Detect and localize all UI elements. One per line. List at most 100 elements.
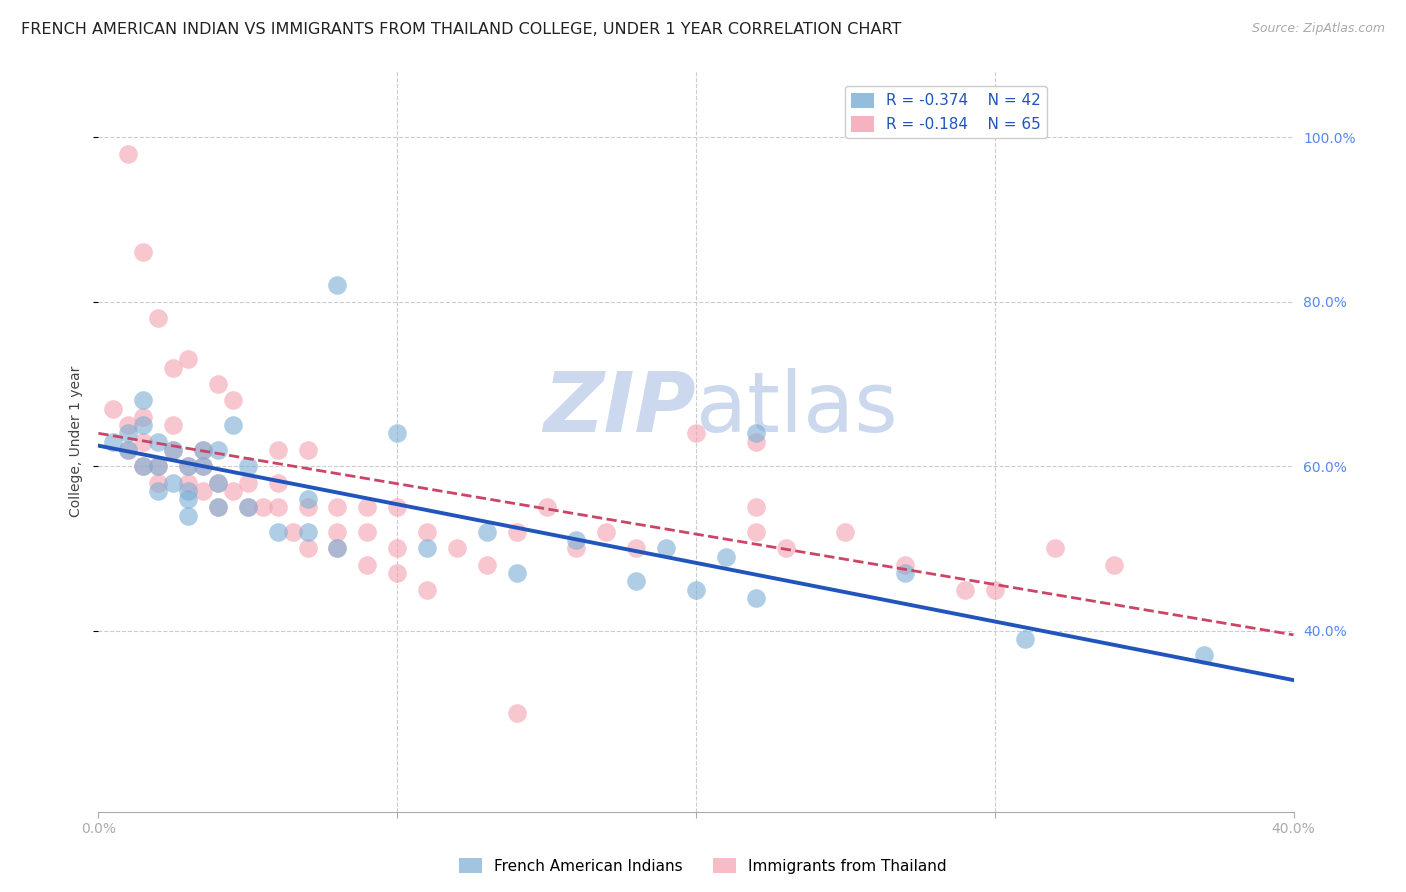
Legend: R = -0.374    N = 42, R = -0.184    N = 65: R = -0.374 N = 42, R = -0.184 N = 65: [845, 87, 1047, 138]
Point: [103, 401, 125, 416]
Point: [236, 500, 259, 515]
Point: [117, 146, 139, 161]
Point: [655, 541, 678, 556]
Point: [222, 393, 245, 408]
Point: [475, 524, 498, 539]
Point: [565, 541, 588, 556]
Point: [745, 500, 768, 515]
Point: [475, 558, 498, 572]
Point: [162, 475, 184, 490]
Point: [894, 558, 917, 572]
Point: [117, 418, 139, 433]
Point: [177, 459, 200, 474]
Point: [132, 418, 155, 433]
Point: [148, 475, 170, 490]
Point: [326, 500, 349, 515]
Point: [222, 418, 245, 433]
Point: [132, 459, 155, 474]
Point: [191, 442, 214, 457]
Point: [177, 492, 200, 507]
Point: [506, 566, 529, 581]
Point: [267, 475, 290, 490]
Point: [745, 426, 768, 441]
Point: [385, 500, 409, 515]
Point: [953, 582, 976, 597]
Point: [191, 442, 214, 457]
Point: [281, 524, 304, 539]
Point: [385, 566, 409, 581]
Point: [236, 459, 259, 474]
Point: [775, 541, 797, 556]
Point: [132, 434, 155, 449]
Text: FRENCH AMERICAN INDIAN VS IMMIGRANTS FROM THAILAND COLLEGE, UNDER 1 YEAR CORRELA: FRENCH AMERICAN INDIAN VS IMMIGRANTS FRO…: [21, 22, 901, 37]
Point: [177, 508, 200, 523]
Point: [595, 524, 617, 539]
Point: [506, 706, 529, 720]
Point: [745, 524, 768, 539]
Point: [207, 376, 229, 391]
Text: Source: ZipAtlas.com: Source: ZipAtlas.com: [1251, 22, 1385, 36]
Point: [1192, 648, 1215, 663]
Point: [834, 524, 856, 539]
Point: [191, 459, 214, 474]
Point: [117, 442, 139, 457]
Point: [385, 541, 409, 556]
Point: [626, 574, 648, 589]
Y-axis label: College, Under 1 year: College, Under 1 year: [69, 366, 83, 517]
Point: [297, 442, 319, 457]
Point: [252, 500, 274, 515]
Point: [326, 278, 349, 293]
Point: [565, 533, 588, 548]
Point: [267, 442, 290, 457]
Point: [297, 524, 319, 539]
Point: [132, 459, 155, 474]
Point: [416, 524, 439, 539]
Point: [177, 475, 200, 490]
Point: [356, 524, 378, 539]
Point: [148, 459, 170, 474]
Point: [162, 442, 184, 457]
Point: [685, 426, 707, 441]
Point: [191, 483, 214, 498]
Point: [177, 483, 200, 498]
Point: [506, 524, 529, 539]
Point: [267, 500, 290, 515]
Point: [162, 418, 184, 433]
Point: [162, 442, 184, 457]
Point: [745, 591, 768, 605]
Point: [685, 582, 707, 597]
Legend: French American Indians, Immigrants from Thailand: French American Indians, Immigrants from…: [453, 852, 953, 880]
Text: ZIP: ZIP: [543, 368, 696, 449]
Point: [385, 426, 409, 441]
Point: [177, 459, 200, 474]
Point: [297, 492, 319, 507]
Point: [1014, 632, 1036, 646]
Point: [222, 483, 245, 498]
Point: [297, 500, 319, 515]
Point: [207, 500, 229, 515]
Point: [117, 426, 139, 441]
Point: [326, 524, 349, 539]
Point: [326, 541, 349, 556]
Point: [148, 459, 170, 474]
Point: [984, 582, 1007, 597]
Point: [103, 434, 125, 449]
Point: [236, 500, 259, 515]
Point: [207, 475, 229, 490]
Point: [1043, 541, 1066, 556]
Point: [416, 541, 439, 556]
Point: [132, 245, 155, 260]
Point: [297, 541, 319, 556]
Point: [416, 582, 439, 597]
Point: [162, 360, 184, 375]
Point: [132, 393, 155, 408]
Point: [356, 500, 378, 515]
Point: [207, 475, 229, 490]
Point: [236, 475, 259, 490]
Point: [356, 558, 378, 572]
Point: [148, 311, 170, 326]
Point: [894, 566, 917, 581]
Point: [148, 434, 170, 449]
Point: [148, 483, 170, 498]
Point: [326, 541, 349, 556]
